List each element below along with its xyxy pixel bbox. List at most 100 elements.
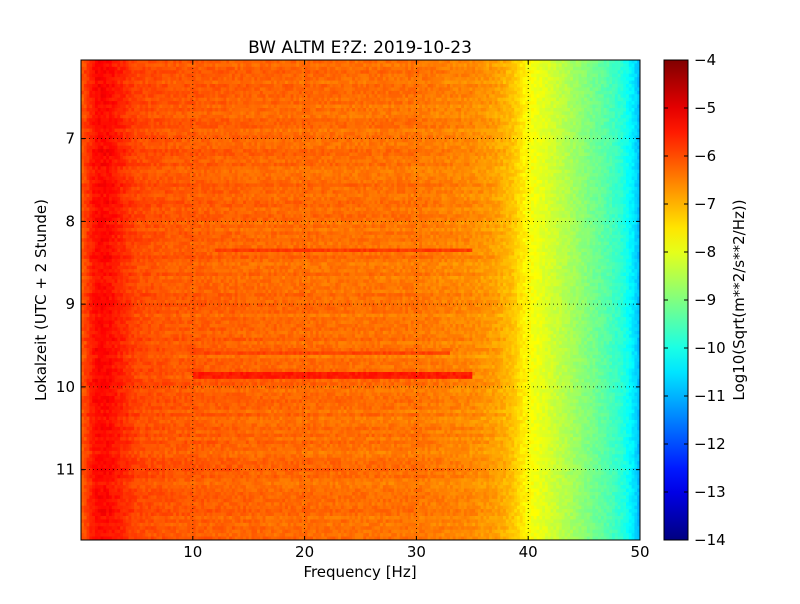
heatmap-cell bbox=[94, 66, 99, 71]
heatmap-cell bbox=[511, 104, 515, 109]
heatmap-cell bbox=[273, 70, 278, 75]
heatmap-cell bbox=[354, 90, 359, 95]
heatmap-cell bbox=[525, 84, 529, 89]
heatmap-cell bbox=[312, 66, 317, 71]
heatmap-cell bbox=[449, 60, 454, 65]
heatmap-cell bbox=[553, 90, 557, 95]
heatmap-cell bbox=[466, 77, 471, 82]
heatmap-cell bbox=[318, 73, 322, 78]
heatmap-cell bbox=[388, 84, 392, 89]
heatmap-cell bbox=[329, 97, 334, 102]
heatmap-cell bbox=[449, 84, 454, 89]
heatmap-cell bbox=[148, 63, 152, 68]
heatmap-cell bbox=[405, 114, 409, 119]
heatmap-cell bbox=[251, 90, 255, 95]
heatmap-cell bbox=[243, 77, 247, 82]
heatmap-cell bbox=[525, 108, 529, 113]
heatmap-cell bbox=[176, 66, 180, 71]
heatmap-cell bbox=[570, 108, 574, 113]
heatmap-cell bbox=[301, 73, 306, 78]
heatmap-cell bbox=[567, 111, 571, 116]
heatmap-cell bbox=[528, 101, 532, 106]
heatmap-cell bbox=[354, 97, 359, 102]
heatmap-cell bbox=[203, 60, 208, 65]
heatmap-cell bbox=[243, 114, 247, 119]
heatmap-cell bbox=[335, 90, 339, 95]
heatmap-cell bbox=[366, 70, 370, 75]
heatmap-cell bbox=[396, 70, 401, 75]
heatmap-cell bbox=[547, 66, 552, 71]
heatmap-cell bbox=[575, 97, 580, 102]
heatmap-cell bbox=[550, 66, 554, 71]
heatmap-cell bbox=[544, 101, 549, 106]
heatmap-cell bbox=[514, 70, 518, 75]
heatmap-cell bbox=[503, 97, 507, 102]
heatmap-cell bbox=[340, 101, 345, 106]
heatmap-cell bbox=[609, 101, 613, 106]
heatmap-cell bbox=[553, 87, 557, 92]
heatmap-cell bbox=[254, 84, 258, 89]
heatmap-cell bbox=[262, 87, 267, 92]
heatmap-cell bbox=[634, 87, 638, 92]
heatmap-cell bbox=[131, 84, 135, 89]
heatmap-cell bbox=[480, 73, 485, 78]
heatmap-cell bbox=[136, 60, 141, 65]
heatmap-cell bbox=[346, 111, 350, 116]
heatmap-cell bbox=[243, 101, 247, 106]
heatmap-cell bbox=[447, 60, 451, 65]
heatmap-cell bbox=[514, 111, 518, 116]
heatmap-cell bbox=[187, 73, 191, 78]
heatmap-cell bbox=[408, 60, 412, 65]
heatmap-cell bbox=[271, 80, 275, 85]
heatmap-cell bbox=[148, 111, 152, 116]
heatmap-cell bbox=[287, 70, 292, 75]
heatmap-cell bbox=[600, 94, 605, 99]
heatmap-cell bbox=[287, 97, 292, 102]
heatmap-cell bbox=[363, 90, 367, 95]
heatmap-cell bbox=[396, 94, 401, 99]
heatmap-cell bbox=[514, 101, 518, 106]
heatmap-cell bbox=[584, 63, 588, 68]
heatmap-cell bbox=[176, 60, 180, 65]
heatmap-cell bbox=[466, 80, 471, 85]
heatmap-cell bbox=[209, 77, 213, 82]
heatmap-cell bbox=[285, 70, 289, 75]
heatmap-cell bbox=[329, 108, 334, 113]
heatmap-cell bbox=[581, 66, 585, 71]
heatmap-cell bbox=[178, 60, 183, 65]
heatmap-cell bbox=[114, 73, 118, 78]
heatmap-cell bbox=[634, 97, 638, 102]
heatmap-cell bbox=[455, 97, 459, 102]
heatmap-cell bbox=[396, 80, 401, 85]
heatmap-cell bbox=[164, 97, 169, 102]
heatmap-cell bbox=[500, 104, 504, 109]
heatmap-cell bbox=[586, 70, 591, 75]
heatmap-cell bbox=[360, 63, 364, 68]
heatmap-cell bbox=[301, 87, 306, 92]
heatmap-cell bbox=[108, 101, 113, 106]
heatmap-cell bbox=[413, 90, 417, 95]
heatmap-cell bbox=[142, 63, 146, 68]
heatmap-cell bbox=[553, 97, 557, 102]
heatmap-cell bbox=[620, 111, 624, 116]
heatmap-cell bbox=[433, 84, 437, 89]
heatmap-cell bbox=[287, 80, 292, 85]
heatmap-cell bbox=[427, 97, 431, 102]
heatmap-cell bbox=[114, 104, 118, 109]
heatmap-cell bbox=[419, 87, 423, 92]
heatmap-cell bbox=[162, 90, 166, 95]
heatmap-cell bbox=[293, 70, 297, 75]
heatmap-cell bbox=[268, 66, 272, 71]
heatmap-cell bbox=[405, 80, 409, 85]
heatmap-cell bbox=[449, 66, 454, 71]
heatmap-cell bbox=[558, 63, 563, 68]
heatmap-cell bbox=[268, 108, 272, 113]
heatmap-cell bbox=[408, 104, 412, 109]
heatmap-cell bbox=[572, 77, 577, 82]
heatmap-cell bbox=[271, 63, 275, 68]
heatmap-cell bbox=[128, 80, 132, 85]
heatmap-cell bbox=[234, 66, 239, 71]
heatmap-cell bbox=[505, 66, 510, 71]
heatmap-cell bbox=[195, 87, 199, 92]
heatmap-cell bbox=[349, 111, 353, 116]
